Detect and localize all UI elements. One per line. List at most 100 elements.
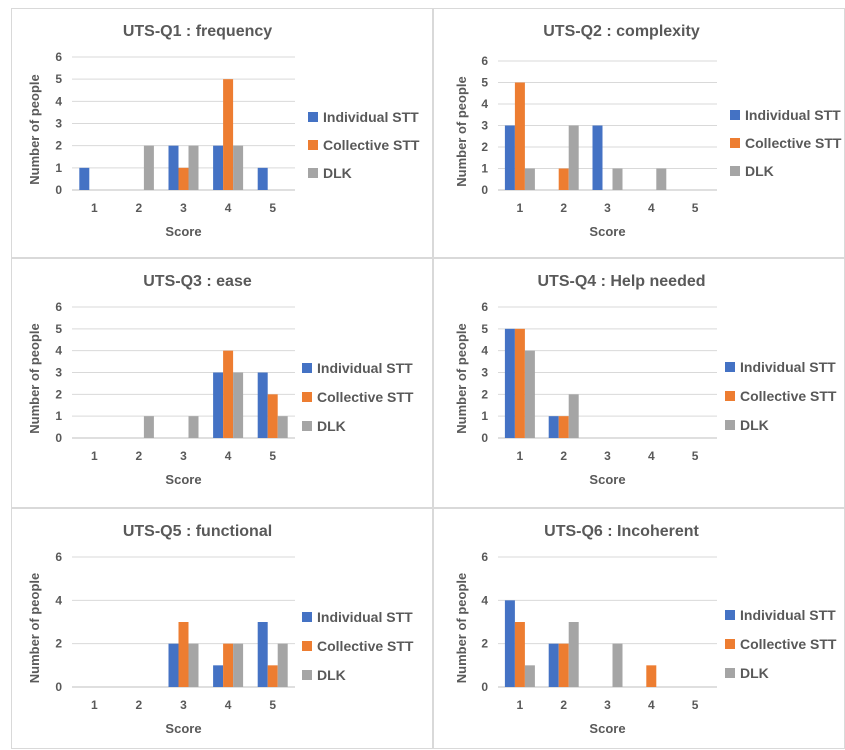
chart-title: UTS-Q2 : complexity	[543, 23, 700, 40]
legend-label-collective-stt: Collective STT	[740, 388, 837, 404]
x-tick-label: 4	[648, 698, 655, 712]
bar-collective-stt-score-3	[179, 168, 189, 190]
y-tick-label: 0	[55, 680, 62, 694]
legend-label-individual-stt: Individual STT	[317, 609, 413, 625]
legend-swatch-individual-stt	[725, 362, 735, 372]
y-tick-label: 0	[55, 183, 62, 197]
x-tick-label: 3	[180, 449, 187, 463]
bar-collective-stt-score-2	[559, 644, 569, 687]
y-axis-label: Number of people	[27, 573, 42, 684]
y-axis-label: Number of people	[454, 573, 469, 684]
legend-label-collective-stt: Collective STT	[323, 137, 420, 153]
chart-panel-q4: UTS-Q4 : Help needed 0 1 2 3 4 5 6 1 2 3 4 5 Score Num…	[433, 258, 845, 508]
y-tick-label: 1	[55, 409, 62, 423]
chart-panel-q5: UTS-Q5 : functional 0 2 4 6 1 2 3 4 5 Score Number …	[11, 508, 433, 749]
bar-collective-stt-score-3	[179, 622, 189, 687]
x-tick-label: 3	[604, 449, 611, 463]
bar-chart: UTS-Q6 : Incoherent 0 2 4 6 1 2 3 4 5 Score Number …	[434, 509, 845, 750]
x-tick-label: 4	[225, 449, 232, 463]
x-tick-label: 5	[269, 698, 276, 712]
bar-dlk-score-1	[525, 665, 535, 687]
y-tick-label: 6	[55, 300, 62, 314]
bar-dlk-score-1	[525, 169, 535, 191]
bar-dlk-score-3	[189, 416, 199, 438]
y-tick-label: 2	[481, 387, 488, 401]
bar-dlk-score-5	[278, 644, 288, 687]
bar-individual-stt-score-1	[505, 329, 515, 438]
x-tick-label: 1	[517, 201, 524, 215]
y-tick-label: 4	[55, 593, 62, 607]
y-tick-label: 4	[55, 94, 62, 108]
bar-chart: UTS-Q3 : ease 0 1 2 3 4 5 6 1 2 3 4 5 Score Number of …	[12, 259, 434, 509]
x-tick-label: 5	[269, 201, 276, 215]
chart-panel-q3: UTS-Q3 : ease 0 1 2 3 4 5 6 1 2 3 4 5 Score Number of …	[11, 258, 433, 508]
x-tick-label: 3	[604, 201, 611, 215]
x-tick-label: 2	[560, 449, 567, 463]
bar-individual-stt-score-2	[549, 644, 559, 687]
y-tick-label: 3	[55, 366, 62, 380]
legend-label-individual-stt: Individual STT	[323, 109, 419, 125]
legend-swatch-dlk	[302, 421, 312, 431]
legend-label-dlk: DLK	[745, 163, 774, 179]
x-tick-label: 2	[136, 698, 143, 712]
y-tick-label: 3	[481, 366, 488, 380]
bar-individual-stt-score-5	[258, 168, 268, 190]
y-tick-label: 6	[481, 550, 488, 564]
bar-chart: UTS-Q4 : Help needed 0 1 2 3 4 5 6 1 2 3 4 5 Score Num…	[434, 259, 845, 509]
legend-label-individual-stt: Individual STT	[317, 360, 413, 376]
y-tick-label: 6	[55, 550, 62, 564]
y-tick-label: 1	[55, 161, 62, 175]
x-tick-label: 5	[692, 698, 699, 712]
legend-swatch-collective-stt	[302, 641, 312, 651]
y-tick-label: 1	[481, 162, 488, 176]
bar-dlk-score-3	[189, 644, 199, 687]
y-tick-label: 0	[481, 183, 488, 197]
x-tick-label: 5	[269, 449, 276, 463]
bar-collective-stt-score-1	[515, 83, 525, 191]
legend-swatch-individual-stt	[730, 110, 740, 120]
x-tick-label: 4	[225, 201, 232, 215]
x-tick-label: 4	[648, 201, 655, 215]
x-tick-label: 4	[648, 449, 655, 463]
bar-collective-stt-score-5	[268, 394, 278, 438]
x-tick-label: 2	[560, 698, 567, 712]
chart-title: UTS-Q4 : Help needed	[537, 273, 705, 290]
legend-label-collective-stt: Collective STT	[740, 636, 837, 652]
x-tick-label: 2	[136, 201, 143, 215]
bar-dlk-score-2	[569, 126, 579, 191]
bar-chart: UTS-Q1 : frequency 0 1 2 3 4 5 6 1 2 3 4 5 Score Numbe…	[12, 9, 434, 259]
y-tick-label: 2	[55, 637, 62, 651]
y-tick-label: 0	[481, 431, 488, 445]
y-tick-label: 5	[481, 322, 488, 336]
legend-swatch-individual-stt	[302, 363, 312, 373]
legend-label-dlk: DLK	[740, 417, 769, 433]
y-tick-label: 2	[55, 139, 62, 153]
bar-individual-stt-score-4	[213, 665, 223, 687]
y-tick-label: 3	[55, 117, 62, 131]
bar-individual-stt-score-4	[213, 373, 223, 439]
legend-label-individual-stt: Individual STT	[740, 359, 836, 375]
legend-swatch-collective-stt	[725, 391, 735, 401]
legend-swatch-collective-stt	[725, 639, 735, 649]
x-axis-label: Score	[165, 721, 201, 736]
chart-title: UTS-Q3 : ease	[143, 273, 252, 290]
y-tick-label: 2	[481, 637, 488, 651]
legend-label-dlk: DLK	[317, 418, 346, 434]
bar-dlk-score-5	[278, 416, 288, 438]
chart-title: UTS-Q5 : functional	[123, 523, 272, 540]
bar-collective-stt-score-1	[515, 329, 525, 438]
legend-swatch-dlk	[725, 420, 735, 430]
y-tick-label: 2	[55, 387, 62, 401]
y-tick-label: 3	[481, 119, 488, 133]
bar-dlk-score-2	[569, 622, 579, 687]
x-tick-label: 5	[692, 201, 699, 215]
y-tick-label: 2	[481, 140, 488, 154]
legend-swatch-individual-stt	[302, 612, 312, 622]
bar-individual-stt-score-5	[258, 373, 268, 439]
x-tick-label: 1	[517, 449, 524, 463]
x-axis-label: Score	[165, 472, 201, 487]
bar-collective-stt-score-4	[223, 79, 233, 190]
y-axis-label: Number of people	[454, 76, 469, 187]
bar-dlk-score-4	[233, 146, 243, 190]
legend-swatch-dlk	[302, 670, 312, 680]
